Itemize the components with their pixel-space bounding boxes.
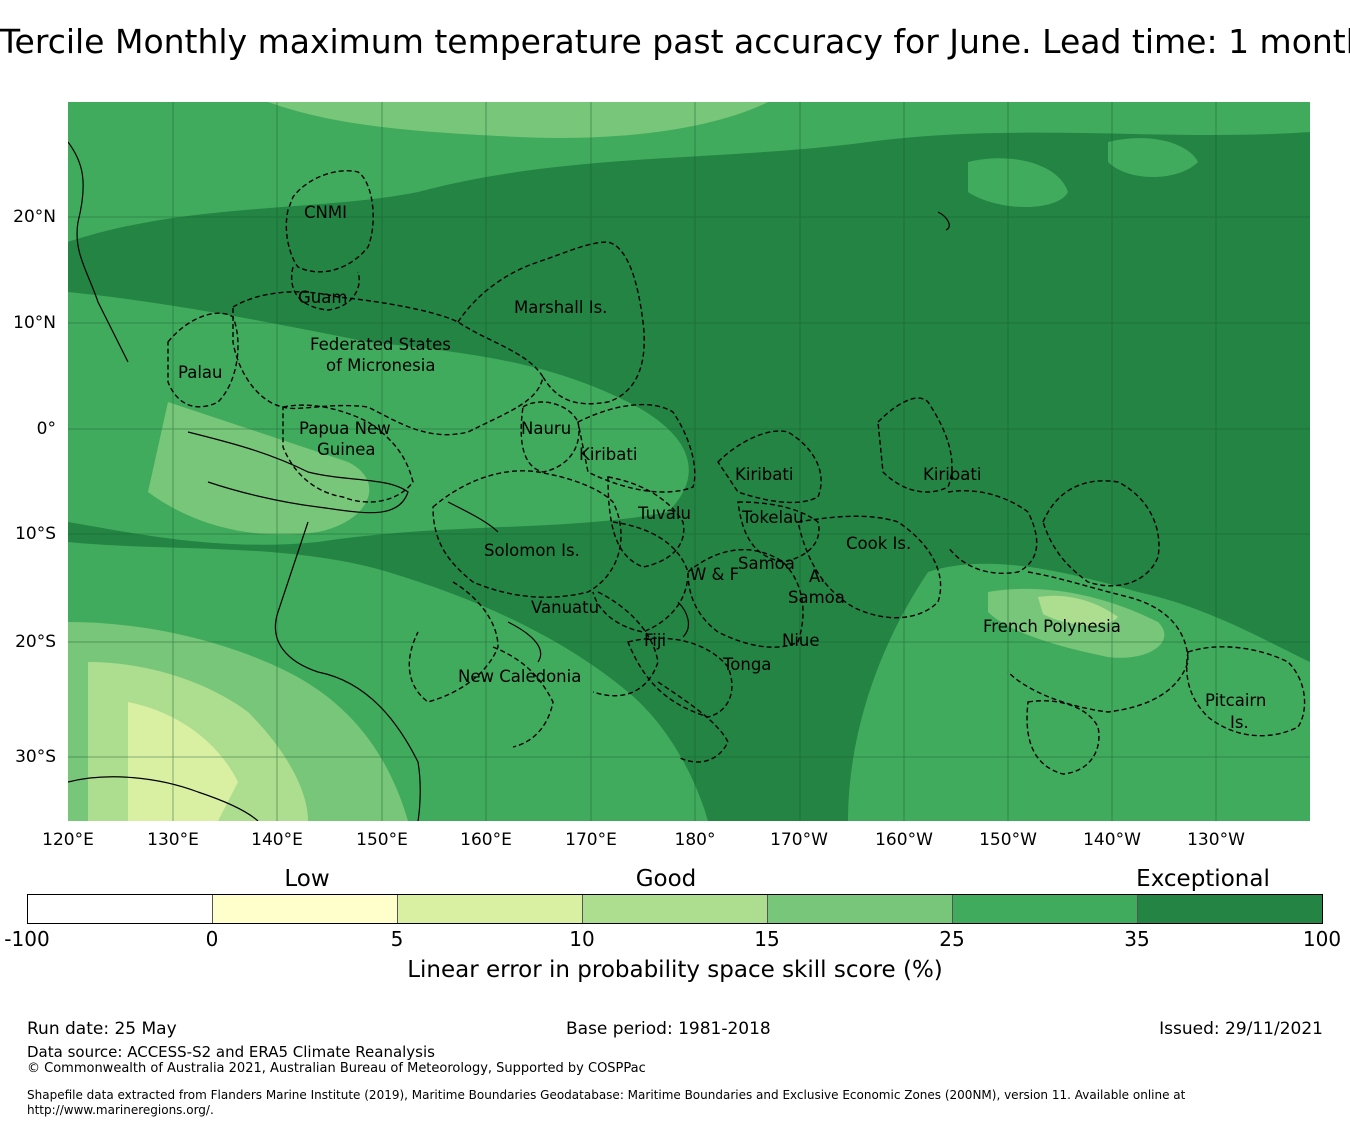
region-label-vanuatu: Vanuatu — [531, 598, 599, 617]
colorbar-tick: 0 — [205, 927, 219, 951]
skill-score-map: CNMI Guam Marshall Is. Federated States … — [68, 102, 1310, 821]
lat-label: 10°N — [13, 313, 56, 333]
lat-label: 20°S — [15, 632, 56, 652]
colorbar-segment — [28, 895, 213, 923]
issued-date: Issued: 29/11/2021 — [1159, 1019, 1323, 1039]
lat-label: 20°N — [13, 207, 56, 227]
lon-label: 120°E — [42, 830, 94, 850]
colorbar-tick: 10 — [569, 927, 595, 951]
region-label-pitcairn-1: Pitcairn — [1205, 691, 1266, 710]
colorbar-tick: 35 — [1124, 927, 1150, 951]
lon-label: 160°E — [460, 830, 512, 850]
lon-label: 130°W — [1187, 830, 1245, 850]
region-label-fsm-2: of Micronesia — [326, 356, 435, 375]
lon-label: 140°W — [1083, 830, 1141, 850]
region-label-nauru: Nauru — [521, 419, 571, 438]
region-label-tokelau: Tokelau — [741, 508, 804, 527]
data-source: Data source: ACCESS-S2 and ERA5 Climate … — [27, 1043, 435, 1061]
colorbar-segment — [583, 895, 768, 923]
colorbar-segment — [768, 895, 953, 923]
region-label-png-2: Guinea — [317, 440, 376, 459]
region-label-palau: Palau — [178, 363, 222, 382]
lon-label: 170°E — [565, 830, 617, 850]
region-label-pitcairn-2: Is. — [1230, 713, 1249, 732]
region-label-kiribati-west: Kiribati — [579, 445, 637, 464]
region-label-guam: Guam — [298, 288, 347, 307]
region-label-am-samoa-2: Samoa — [788, 588, 845, 607]
base-period: Base period: 1981-2018 — [566, 1019, 771, 1039]
lon-label: 130°E — [147, 830, 199, 850]
lon-label: 170°W — [770, 830, 828, 850]
region-label-samoa: Samoa — [738, 554, 795, 573]
lon-label: 180° — [674, 830, 716, 850]
region-label-kiribati-east: Kiribati — [923, 465, 981, 484]
region-label-kiribati-central: Kiribati — [735, 465, 793, 484]
lat-label: 10°S — [15, 524, 56, 544]
shapefile-credit: Shapefile data extracted from Flanders M… — [27, 1088, 1186, 1117]
lat-label: 0° — [36, 419, 56, 439]
colorbar-tick: 15 — [754, 927, 780, 951]
region-label-wf: W & F — [690, 565, 739, 584]
lon-label: 140°E — [251, 830, 303, 850]
colorbar-tick: 25 — [939, 927, 965, 951]
colorbar-tick: -100 — [4, 927, 50, 951]
region-label-tuvalu: Tuvalu — [637, 504, 691, 523]
colorbar-category-low: Low — [284, 866, 330, 892]
colorbar-tick: 100 — [1302, 927, 1342, 951]
region-label-niue: Niue — [782, 631, 820, 650]
region-label-cook: Cook Is. — [846, 534, 911, 553]
colorbar-segment — [1138, 895, 1322, 923]
lon-label: 150°W — [979, 830, 1037, 850]
colorbar — [27, 894, 1323, 924]
region-label-new-caledonia: New Caledonia — [458, 667, 581, 686]
region-label-marshall: Marshall Is. — [514, 298, 607, 317]
colorbar-segment — [953, 895, 1138, 923]
colorbar-segment — [398, 895, 583, 923]
region-label-french-polynesia: French Polynesia — [983, 617, 1121, 636]
colorbar-tick: 5 — [390, 927, 404, 951]
region-label-cnmi: CNMI — [304, 203, 347, 222]
map-title: Tercile Monthly maximum temperature past… — [0, 22, 1350, 61]
region-label-am-samoa-1: A. — [809, 567, 825, 586]
region-label-png-1: Papua New — [299, 419, 391, 438]
colorbar-label: Linear error in probability space skill … — [407, 957, 943, 983]
lon-label: 150°E — [356, 830, 408, 850]
colorbar-category-good: Good — [635, 866, 697, 892]
colorbar-category-exceptional: Exceptional — [1136, 866, 1270, 892]
region-label-fiji: Fiji — [644, 631, 666, 650]
lat-label: 30°S — [15, 747, 56, 767]
region-label-fsm-1: Federated States — [310, 335, 451, 354]
region-label-solomon: Solomon Is. — [484, 541, 580, 560]
lon-label: 160°W — [875, 830, 933, 850]
run-date: Run date: 25 May — [27, 1019, 177, 1039]
copyright: © Commonwealth of Australia 2021, Austra… — [27, 1061, 646, 1076]
colorbar-segment — [213, 895, 398, 923]
region-label-tonga: Tonga — [722, 655, 771, 674]
